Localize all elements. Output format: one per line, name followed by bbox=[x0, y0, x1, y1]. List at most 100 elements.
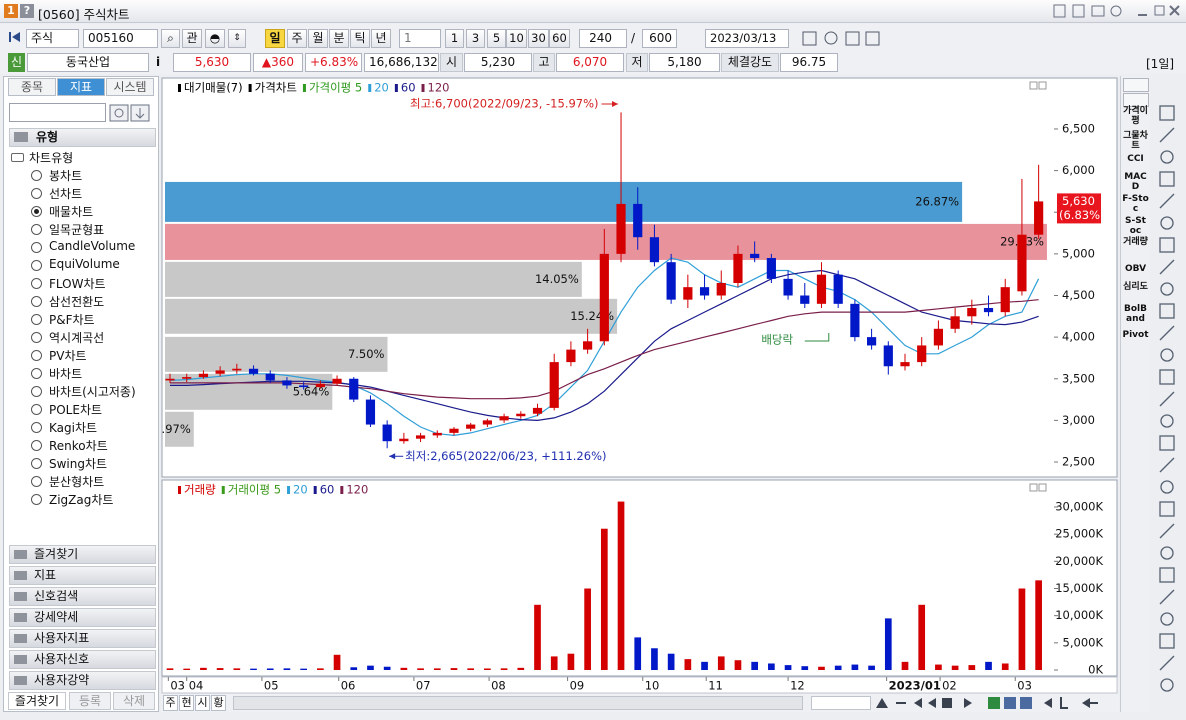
chart-type-item[interactable]: 매물차트 bbox=[49, 205, 94, 219]
chart-type-item[interactable]: P&F차트 bbox=[49, 313, 95, 327]
interval-select[interactable]: 1 bbox=[399, 29, 441, 48]
period-button[interactable]: 월 bbox=[308, 29, 328, 48]
indicator-button[interactable]: Pivot bbox=[1122, 330, 1149, 340]
window-controls[interactable] bbox=[1050, 3, 1182, 20]
bottom-tab[interactable]: 삭제 bbox=[113, 692, 155, 710]
info-icon[interactable]: i bbox=[156, 55, 161, 69]
folder-header[interactable]: 강세약세 bbox=[9, 608, 156, 627]
tool-icons[interactable] bbox=[800, 29, 886, 48]
indicator-button[interactable]: MACD bbox=[1124, 172, 1147, 192]
chart-type-item[interactable]: 분산형차트 bbox=[49, 475, 105, 489]
folder-header[interactable]: 지표 bbox=[9, 566, 156, 585]
radio[interactable] bbox=[31, 206, 42, 217]
chart-type-item[interactable]: 삼선전환도 bbox=[49, 295, 105, 309]
bottom-tab[interactable]: 현 bbox=[179, 695, 194, 711]
total-input[interactable]: 600 bbox=[642, 29, 677, 48]
help-icon[interactable]: ? bbox=[20, 4, 34, 18]
chart-type-item[interactable]: Kagi차트 bbox=[49, 421, 98, 435]
count-input[interactable]: 240 bbox=[579, 29, 627, 48]
radio[interactable] bbox=[31, 332, 42, 343]
radio[interactable] bbox=[31, 242, 42, 253]
chart-type-item[interactable]: Renko차트 bbox=[49, 439, 108, 453]
chart-type-item[interactable]: Swing차트 bbox=[49, 457, 108, 471]
nav-controls[interactable] bbox=[876, 695, 1116, 711]
period-button[interactable]: 분 bbox=[329, 29, 349, 48]
chart-type-item[interactable]: CandleVolume bbox=[49, 239, 136, 253]
app-icon[interactable]: 1 bbox=[4, 4, 18, 18]
radio[interactable] bbox=[31, 350, 42, 361]
radio[interactable] bbox=[31, 404, 42, 415]
chart-type-item[interactable]: PV차트 bbox=[49, 349, 87, 363]
code-input[interactable]: 005160 bbox=[83, 29, 158, 48]
radio[interactable] bbox=[31, 386, 42, 397]
scroll-down[interactable] bbox=[1123, 93, 1149, 107]
date-input[interactable]: 2023/03/13 bbox=[705, 29, 789, 48]
indicator-button[interactable]: F-Stoc bbox=[1122, 194, 1149, 214]
radio[interactable] bbox=[31, 476, 42, 487]
chart-type-item[interactable]: FLOW차트 bbox=[49, 277, 106, 291]
drawing-toolbar[interactable] bbox=[1150, 76, 1186, 712]
radio[interactable] bbox=[31, 278, 42, 289]
radio[interactable] bbox=[31, 314, 42, 325]
indicator-button[interactable]: 그물차트 bbox=[1123, 131, 1148, 151]
sidebar-tab[interactable]: 지표 bbox=[57, 78, 105, 96]
scrollbar[interactable] bbox=[233, 696, 803, 710]
radio[interactable] bbox=[31, 224, 42, 235]
chart-type-item[interactable]: ZigZag차트 bbox=[49, 493, 114, 507]
chart-type-item[interactable]: 바차트 bbox=[49, 367, 83, 381]
section-header[interactable]: 유형 bbox=[9, 128, 156, 147]
radio[interactable] bbox=[31, 494, 42, 505]
group-label[interactable]: 차트유형 bbox=[29, 151, 74, 165]
radio[interactable] bbox=[31, 260, 42, 271]
bottom-tab[interactable]: 등록 bbox=[69, 692, 111, 710]
spin-button[interactable]: ⇕ bbox=[228, 29, 246, 48]
interval-button[interactable]: 10 bbox=[506, 29, 527, 48]
interval-button[interactable]: 1 bbox=[445, 29, 464, 48]
bottom-tab[interactable]: 즐겨찾기 bbox=[8, 692, 66, 710]
bottom-tab[interactable]: 황 bbox=[211, 695, 226, 711]
indicator-button[interactable]: S-Stoc bbox=[1124, 216, 1146, 236]
first-icon[interactable] bbox=[8, 30, 22, 44]
chart-type-item[interactable]: 바차트(시고저종) bbox=[49, 385, 136, 399]
radio[interactable] bbox=[31, 368, 42, 379]
sidebar-tab[interactable]: 종목 bbox=[8, 78, 56, 96]
zoom-slider[interactable] bbox=[811, 696, 871, 710]
interval-button[interactable]: 5 bbox=[487, 29, 506, 48]
chart-type-item[interactable]: POLE차트 bbox=[49, 403, 103, 417]
interval-button[interactable]: 3 bbox=[466, 29, 485, 48]
radio[interactable] bbox=[31, 296, 42, 307]
market-select[interactable]: 주식 bbox=[26, 29, 79, 48]
period-button[interactable]: 틱 bbox=[350, 29, 370, 48]
indicator-button[interactable]: OBV bbox=[1124, 264, 1147, 274]
sidebar-tab[interactable]: 시스템 bbox=[106, 78, 154, 96]
radio[interactable] bbox=[31, 422, 42, 433]
radio[interactable] bbox=[31, 440, 42, 451]
folder-header[interactable]: 즐겨찾기 bbox=[9, 545, 156, 564]
up-button[interactable]: ◓ bbox=[205, 29, 225, 48]
folder-header[interactable]: 신호검색 bbox=[9, 587, 156, 606]
search-button[interactable]: ⌕ bbox=[161, 29, 180, 48]
indicator-button[interactable]: 거래량 bbox=[1123, 237, 1148, 247]
search-tools[interactable] bbox=[108, 104, 152, 122]
indicator-button[interactable]: 심리도 bbox=[1123, 282, 1148, 292]
bottom-tab[interactable]: 시 bbox=[195, 695, 210, 711]
period-button[interactable]: 년 bbox=[371, 29, 391, 48]
chart-type-item[interactable]: 봉차트 bbox=[49, 169, 83, 183]
bottom-tab[interactable]: 주 bbox=[163, 695, 178, 711]
radio[interactable] bbox=[31, 188, 42, 199]
scroll-up[interactable] bbox=[1123, 78, 1149, 92]
folder-header[interactable]: 사용자지표 bbox=[9, 629, 156, 648]
indicator-button[interactable]: 가격이평 bbox=[1123, 106, 1148, 126]
indicator-button[interactable]: CCI bbox=[1127, 154, 1144, 164]
folder-header[interactable]: 사용자강약 bbox=[9, 671, 156, 690]
panel-buttons[interactable] bbox=[1029, 81, 1047, 492]
watch-button[interactable]: 관 bbox=[182, 29, 202, 48]
interval-button[interactable]: 30 bbox=[528, 29, 549, 48]
radio[interactable] bbox=[31, 458, 42, 469]
chart-type-item[interactable]: EquiVolume bbox=[49, 257, 120, 271]
interval-button[interactable]: 60 bbox=[549, 29, 570, 48]
indicator-button[interactable]: BolBand bbox=[1124, 304, 1147, 324]
chart-type-item[interactable]: 선차트 bbox=[49, 187, 83, 201]
period-button[interactable]: 주 bbox=[287, 29, 307, 48]
chart-type-item[interactable]: 역시계곡선 bbox=[49, 331, 105, 345]
